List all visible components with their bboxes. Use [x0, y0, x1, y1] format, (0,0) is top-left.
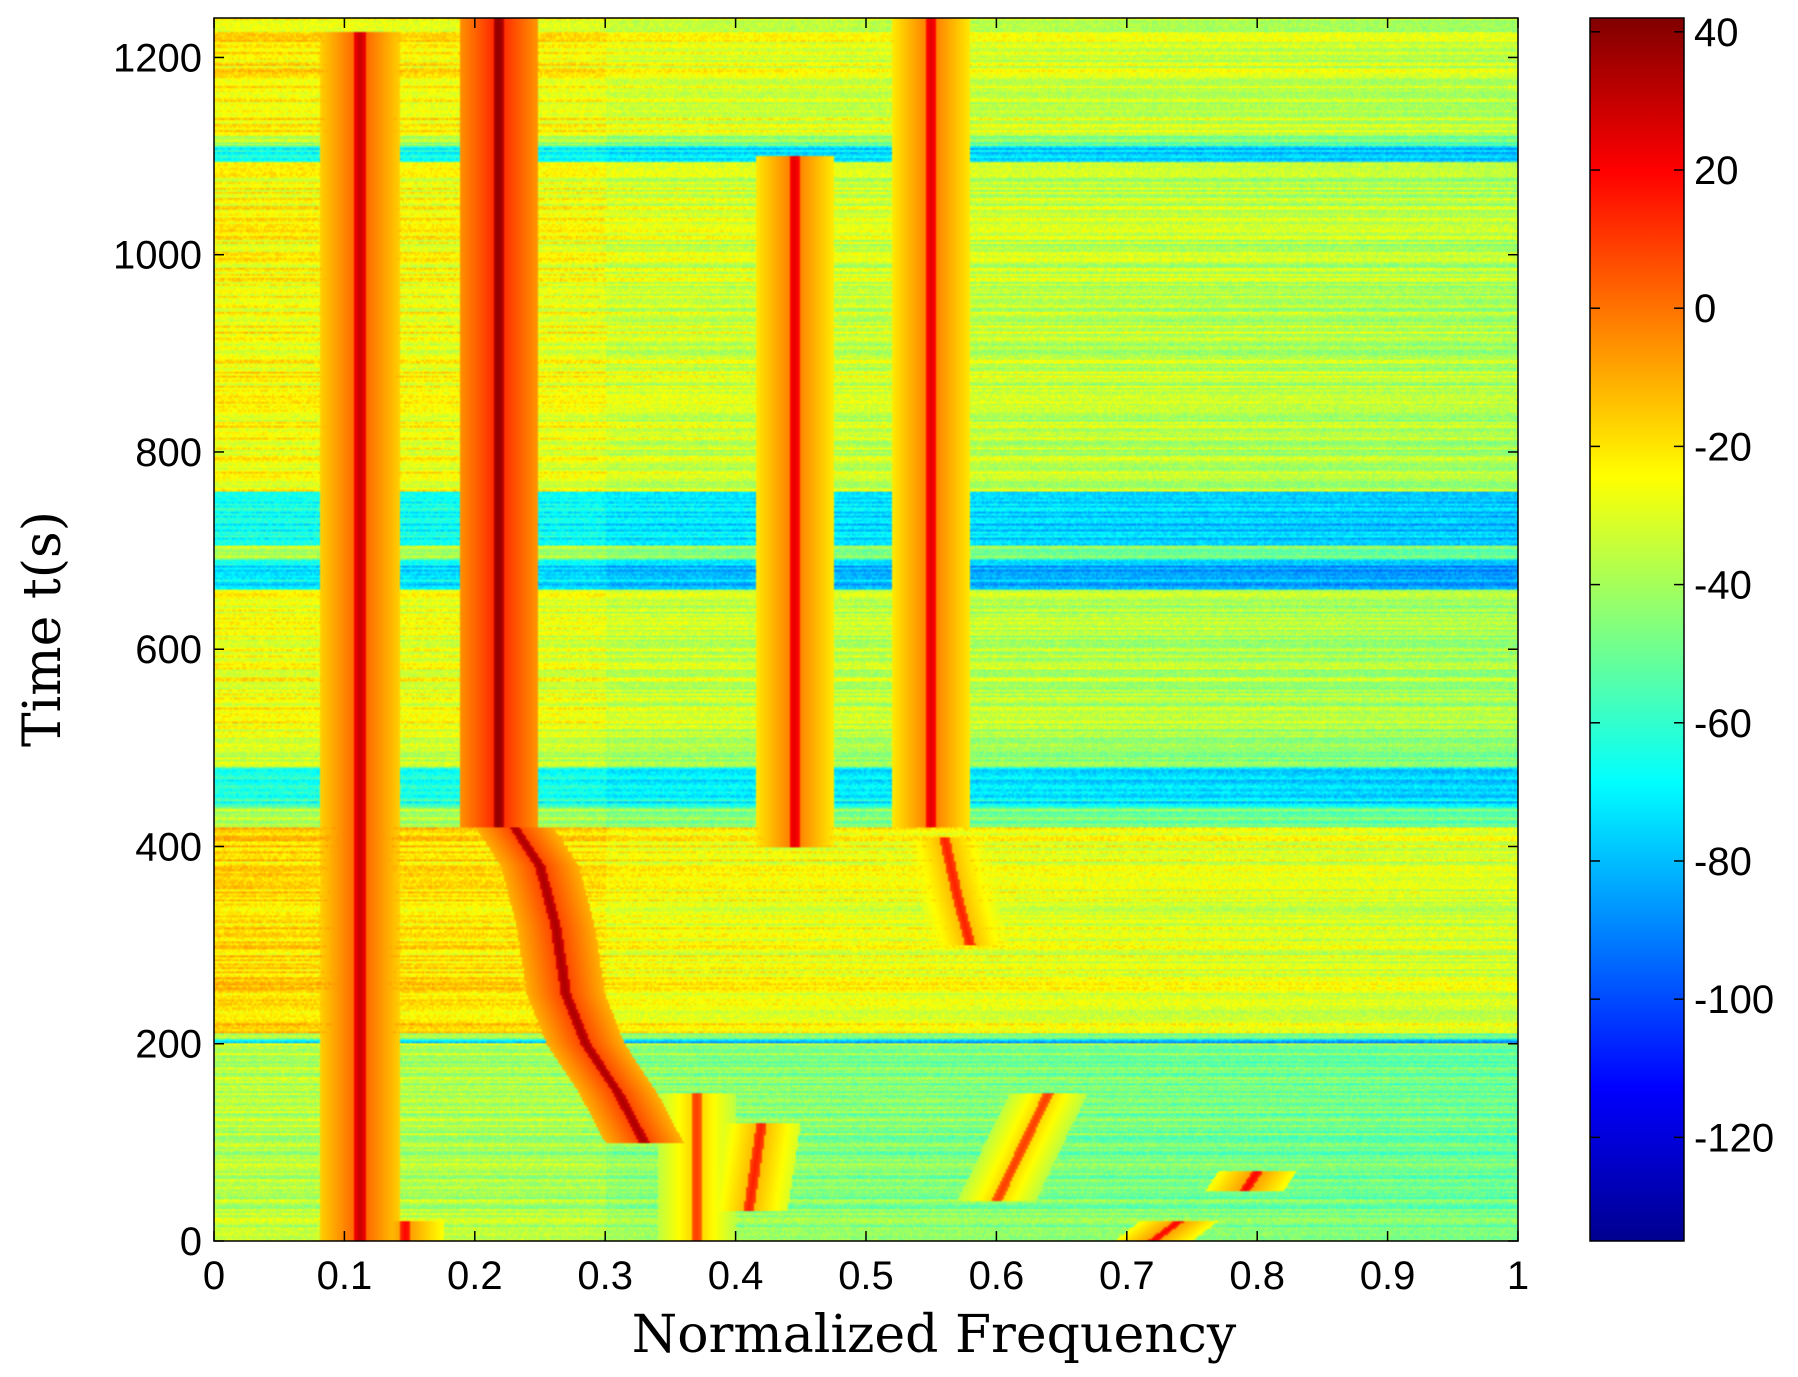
x-tick-label: 0.4	[708, 1254, 764, 1298]
x-tick-label: 0.7	[1099, 1254, 1155, 1298]
x-tick-label: 0.2	[447, 1254, 503, 1298]
heatmap-image	[214, 18, 1518, 1241]
y-tick-label: 200	[135, 1023, 202, 1067]
colorbar: 40 20 0 -20 -40 -60 -80 -100 -120	[1589, 11, 1774, 1242]
colorbar-tick-label: 20	[1694, 149, 1739, 193]
colorbar-tick-label: -60	[1694, 702, 1752, 746]
colorbar-tick-label: -80	[1694, 840, 1752, 884]
y-tick-label: 800	[135, 431, 202, 475]
y-axis-title: Time t(s)	[13, 511, 73, 747]
x-tick-label: 0	[203, 1254, 225, 1298]
colorbar-gradient	[1589, 17, 1685, 1242]
x-tick-label: 0.6	[969, 1254, 1025, 1298]
y-tick-label: 1200	[113, 36, 202, 80]
x-axis-title: Normalized Frequency	[632, 1305, 1237, 1365]
x-tick-label: 0.3	[577, 1254, 633, 1298]
heatmap-plot: 0 0.1 0.2 0.3 0.4 0.5 0.6 0.7 0.8 0.9 1 0 200 400 600…	[113, 17, 1529, 1298]
colorbar-tick-label: 0	[1694, 287, 1716, 331]
y-tick-label: 1000	[113, 234, 202, 278]
colorbar-tick-label: -40	[1694, 564, 1752, 608]
x-tick-label: 0.5	[838, 1254, 894, 1298]
y-tick-label: 400	[135, 825, 202, 869]
colorbar-tick-label: -120	[1694, 1116, 1774, 1160]
y-tick-label: 0	[180, 1220, 202, 1264]
x-axis-ticks: 0 0.1 0.2 0.3 0.4 0.5 0.6 0.7 0.8 0.9 1	[203, 18, 1529, 1298]
x-tick-label: 0.9	[1360, 1254, 1416, 1298]
x-tick-label: 0.8	[1229, 1254, 1285, 1298]
colorbar-tick-label: -100	[1694, 978, 1774, 1022]
x-tick-label: 0.1	[317, 1254, 373, 1298]
y-tick-label: 600	[135, 628, 202, 672]
colorbar-ticks: 40 20 0 -20 -40 -60 -80 -100 -120	[1590, 11, 1774, 1160]
colorbar-tick-label: -20	[1694, 425, 1752, 469]
y-axis-ticks: 0 200 400 600 800 1000 1200	[113, 36, 1518, 1264]
x-tick-label: 1	[1507, 1254, 1529, 1298]
colorbar-tick-label: 40	[1694, 11, 1739, 55]
